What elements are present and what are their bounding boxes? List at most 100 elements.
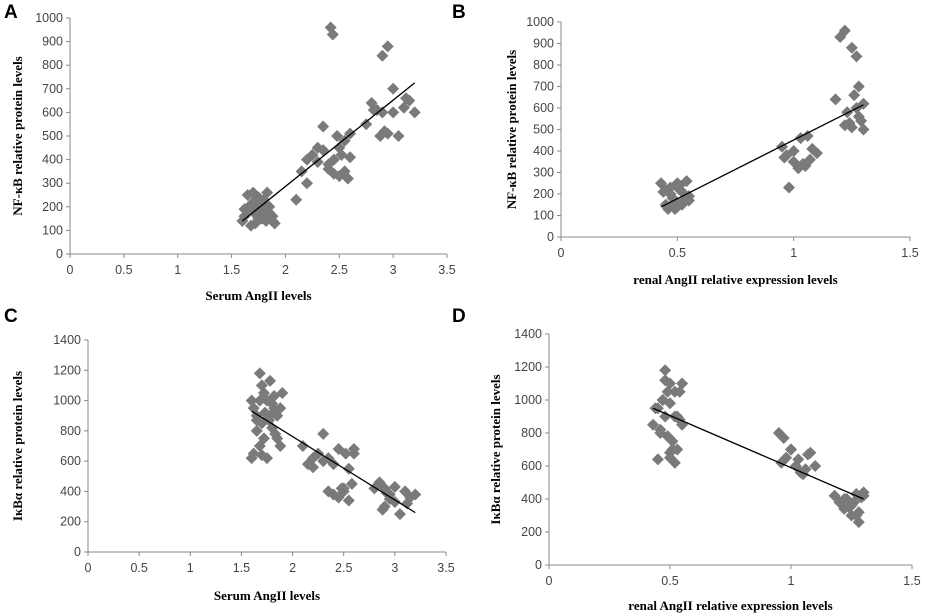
data-point bbox=[347, 443, 360, 456]
data-point bbox=[380, 486, 393, 499]
data-point bbox=[338, 134, 351, 147]
x-tick-label: 1.5 bbox=[233, 561, 250, 575]
data-point bbox=[659, 364, 672, 377]
y-tick-label: 600 bbox=[521, 459, 542, 473]
data-point bbox=[668, 456, 681, 469]
panel-letter: C bbox=[4, 306, 18, 327]
data-point bbox=[792, 453, 805, 466]
x-tick-label: 0.5 bbox=[130, 561, 147, 575]
data-point bbox=[296, 440, 309, 452]
data-point bbox=[680, 175, 693, 188]
data-point bbox=[250, 196, 263, 209]
data-point bbox=[843, 117, 856, 130]
data-point bbox=[335, 148, 348, 161]
data-point bbox=[261, 452, 273, 465]
data-point bbox=[331, 130, 344, 142]
data-point bbox=[397, 101, 410, 114]
y-tick-label: 1200 bbox=[53, 363, 81, 377]
data-point bbox=[783, 181, 796, 194]
data-point bbox=[263, 200, 276, 213]
panel-d: D 0 200 400 600 800 1000 1200 1400 0 0.5 1 1.5 renal … bbox=[452, 306, 921, 613]
trend-line bbox=[652, 407, 864, 500]
y-tick-label: 500 bbox=[42, 129, 63, 143]
y-tick-label: 700 bbox=[42, 82, 63, 96]
data-point bbox=[662, 203, 675, 216]
y-tick-label: 400 bbox=[42, 153, 63, 167]
x-tick-label: 3 bbox=[390, 263, 397, 277]
data-point bbox=[393, 508, 406, 521]
data-point bbox=[317, 427, 330, 440]
data-point bbox=[661, 385, 674, 398]
x-tick-label: 1.5 bbox=[223, 263, 240, 277]
x-tick-label: 0.5 bbox=[115, 263, 132, 277]
x-tick-label: 1 bbox=[174, 263, 181, 277]
y-tick-label: 200 bbox=[533, 187, 554, 201]
data-point bbox=[787, 145, 800, 157]
data-point bbox=[673, 183, 686, 196]
y-tick-label: 500 bbox=[533, 123, 554, 137]
data-point bbox=[848, 89, 861, 102]
data-point bbox=[295, 165, 308, 178]
y-tick-label: 600 bbox=[60, 454, 81, 468]
data-point bbox=[801, 448, 814, 461]
data-point bbox=[306, 148, 319, 161]
data-point bbox=[801, 129, 814, 142]
y-tick-label: 1200 bbox=[514, 360, 542, 374]
data-point bbox=[838, 24, 851, 37]
x-tick-label: 0 bbox=[558, 246, 565, 260]
data-point bbox=[307, 452, 320, 465]
data-point bbox=[342, 462, 355, 475]
x-axis-title: renal AngII relative expression levels bbox=[633, 272, 837, 287]
y-tick-label: 0 bbox=[74, 545, 81, 559]
data-point bbox=[250, 414, 263, 427]
data-point bbox=[254, 207, 267, 220]
y-tick-label: 400 bbox=[60, 484, 81, 498]
data-point bbox=[253, 394, 266, 407]
y-tick-label: 0 bbox=[535, 558, 542, 572]
y-tick-label: 300 bbox=[533, 166, 554, 180]
data-point bbox=[794, 466, 807, 479]
panel-b: B 0 100 200 300 400 500 600 700 800 900 1000 0 0.5 1 1.… bbox=[452, 2, 919, 287]
x-tick-label: 0 bbox=[85, 561, 92, 575]
data-point bbox=[673, 385, 686, 398]
y-tick-label: 800 bbox=[42, 58, 63, 72]
y-tick-label: 1400 bbox=[53, 333, 81, 347]
data-point bbox=[392, 130, 405, 142]
data-point bbox=[659, 374, 672, 387]
trend-line bbox=[251, 410, 416, 514]
data-point bbox=[669, 196, 682, 209]
data-point bbox=[651, 453, 664, 466]
y-tick-label: 1000 bbox=[526, 15, 554, 29]
data-point bbox=[388, 480, 401, 493]
data-point bbox=[342, 494, 355, 507]
y-tick-label: 800 bbox=[60, 424, 81, 438]
data-point bbox=[268, 402, 281, 415]
data-point bbox=[850, 509, 863, 522]
y-tick-label: 600 bbox=[533, 101, 554, 115]
y-tick-label: 0 bbox=[547, 230, 554, 244]
data-point bbox=[654, 423, 667, 436]
y-tick-label: 600 bbox=[42, 105, 63, 119]
y-tick-label: 200 bbox=[42, 200, 63, 214]
panel-letter: A bbox=[4, 2, 18, 23]
data-point bbox=[409, 488, 422, 501]
data-point bbox=[317, 120, 330, 133]
data-point bbox=[344, 151, 357, 164]
x-tick-label: 0 bbox=[67, 263, 74, 277]
data-point bbox=[682, 194, 695, 207]
data-point bbox=[327, 153, 340, 166]
y-tick-label: 800 bbox=[533, 58, 554, 72]
data-point bbox=[360, 118, 373, 131]
data-point bbox=[250, 424, 263, 437]
data-point bbox=[257, 432, 270, 445]
x-tick-label: 2 bbox=[282, 263, 289, 277]
panel-a: A 0 100 200 300 400 500 600 700 800 900 1000 0 0.5 1 1.… bbox=[4, 2, 456, 303]
x-tick-label: 0.5 bbox=[661, 574, 678, 588]
data-point bbox=[307, 461, 320, 474]
data-point bbox=[777, 431, 790, 444]
x-tick-label: 1 bbox=[790, 246, 797, 260]
x-tick-label: 1 bbox=[788, 574, 795, 588]
data-point bbox=[376, 49, 389, 62]
data-point bbox=[374, 130, 387, 142]
